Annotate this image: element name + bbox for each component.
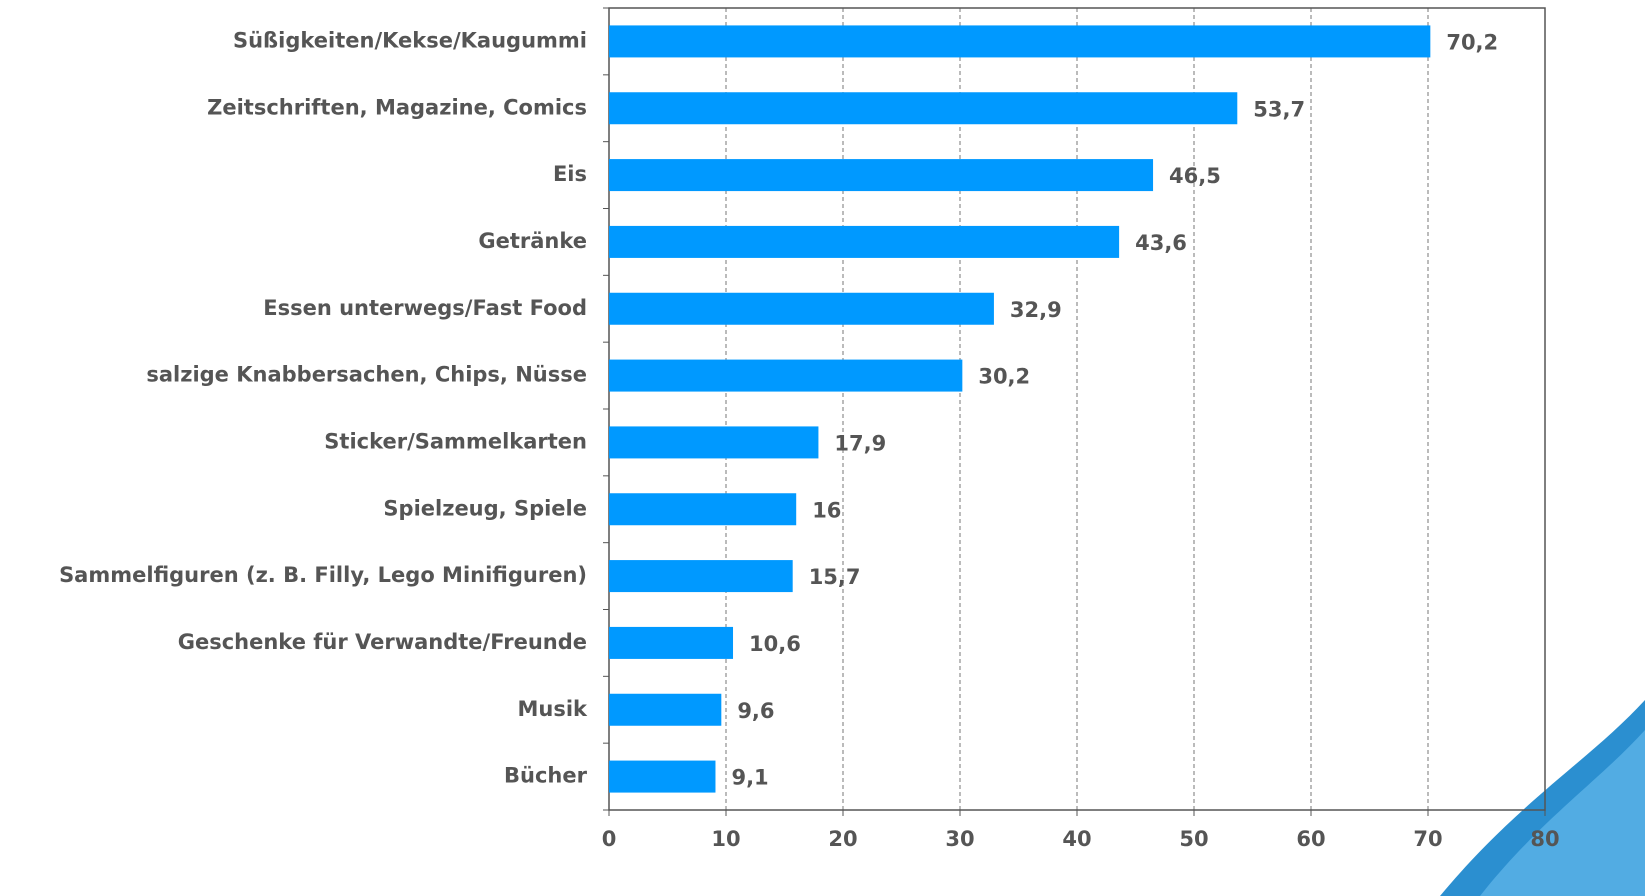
value-label: 53,7 [1253, 97, 1305, 121]
value-label: 46,5 [1169, 164, 1221, 188]
bar [609, 25, 1431, 58]
x-tick-label: 30 [945, 827, 974, 851]
x-tick-label: 10 [711, 827, 740, 851]
value-label: 9,1 [731, 766, 768, 790]
bar [609, 560, 793, 593]
bar [609, 760, 716, 793]
y-tick-label: Eis [553, 162, 587, 186]
y-tick-label: Sammelfiguren (z. B. Filly, Lego Minifig… [59, 563, 587, 587]
x-tick-label: 40 [1062, 827, 1091, 851]
y-tick-label: Geschenke für Verwandte/Freunde [178, 630, 587, 654]
value-label: 17,9 [834, 431, 886, 455]
y-tick-label: Sticker/Sammelkarten [324, 429, 587, 453]
bar [609, 493, 797, 526]
value-label: 30,2 [978, 365, 1030, 389]
y-tick-label: Musik [517, 697, 588, 721]
x-tick-label: 70 [1413, 827, 1442, 851]
value-label: 32,9 [1010, 298, 1062, 322]
x-tick-label: 80 [1530, 827, 1559, 851]
bar [609, 426, 819, 459]
x-tick-label: 50 [1179, 827, 1208, 851]
bar [609, 359, 963, 392]
y-tick-label: Zeitschriften, Magazine, Comics [207, 95, 587, 119]
value-label: 43,6 [1135, 231, 1187, 255]
value-label: 70,2 [1446, 30, 1498, 54]
y-tick-label: Bücher [504, 764, 588, 788]
value-label: 9,6 [737, 699, 774, 723]
decoration [1480, 730, 1645, 896]
y-tick-label: Essen unterwegs/Fast Food [263, 296, 587, 320]
value-label: 10,6 [749, 632, 801, 656]
y-tick-label: Getränke [478, 229, 587, 253]
bar [609, 159, 1154, 192]
y-tick-label: Süßigkeiten/Kekse/Kaugummi [233, 28, 587, 52]
bar [609, 626, 734, 659]
value-label: 16 [812, 498, 841, 522]
bar [609, 292, 994, 325]
bar [609, 92, 1238, 125]
y-tick-label: salzige Knabbersachen, Chips, Nüsse [146, 363, 587, 387]
x-tick-label: 0 [602, 827, 617, 851]
y-tick-label: Spielzeug, Spiele [383, 496, 587, 520]
bar [609, 225, 1120, 258]
x-tick-label: 60 [1296, 827, 1325, 851]
value-label: 15,7 [809, 565, 861, 589]
bar [609, 693, 722, 726]
x-tick-label: 20 [828, 827, 857, 851]
